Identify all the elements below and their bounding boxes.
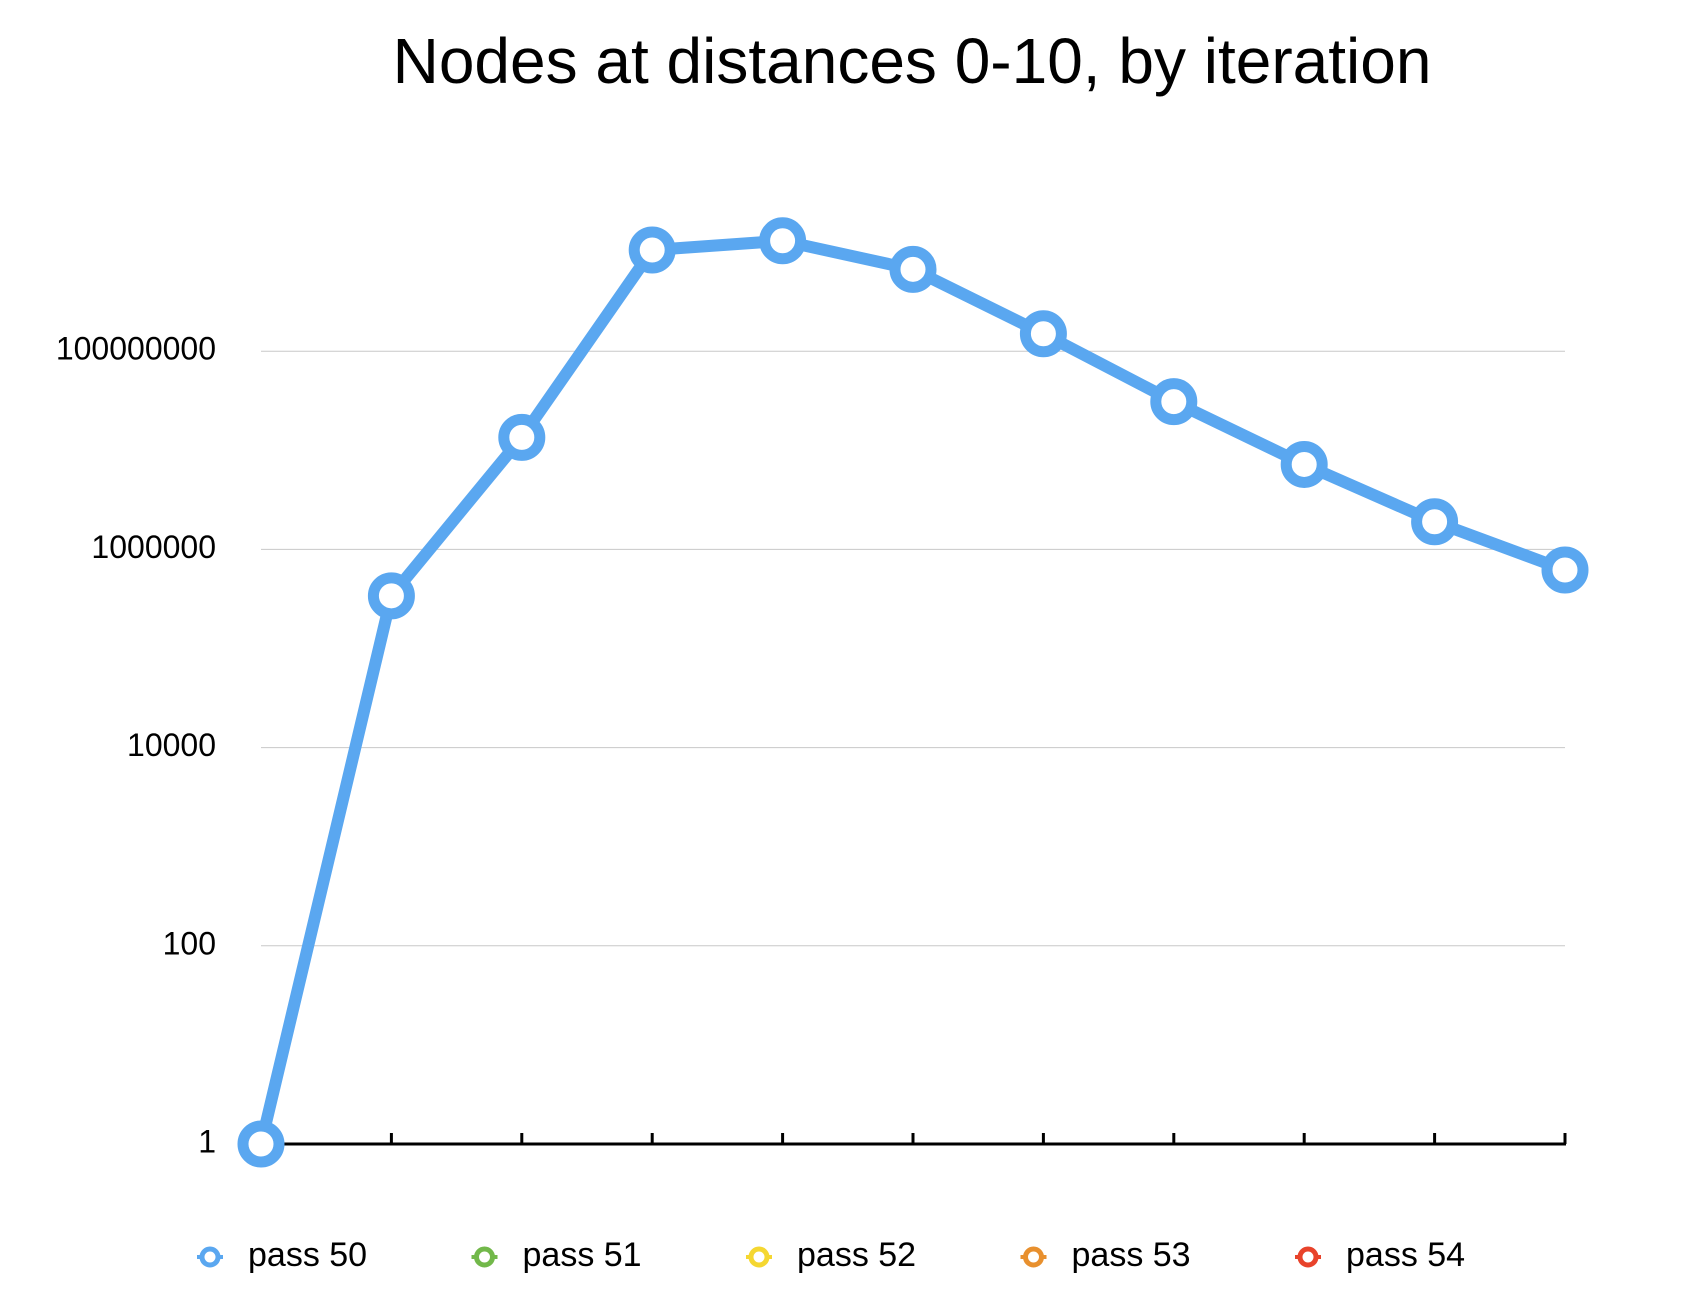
point <box>1541 546 1589 594</box>
point <box>498 413 546 461</box>
chart-title: Nodes at distances 0-10, by iteration <box>393 25 1432 97</box>
point <box>367 572 415 620</box>
y-tick-label: 1 <box>198 1123 216 1159</box>
legend-label: pass 50 <box>248 1236 367 1274</box>
legend-label: pass 51 <box>523 1236 642 1274</box>
point <box>1150 378 1198 426</box>
point <box>1411 498 1459 546</box>
point <box>1280 440 1328 488</box>
y-tick-label: 1000000 <box>91 529 216 565</box>
point <box>759 217 807 265</box>
legend-label: pass 52 <box>797 1236 916 1274</box>
point <box>237 1120 285 1168</box>
legend-label: pass 53 <box>1072 1236 1191 1274</box>
point <box>1019 310 1067 358</box>
legend-swatch <box>1023 1246 1044 1268</box>
series-line <box>255 234 1568 1146</box>
y-tick-label: 10000 <box>127 727 216 763</box>
point <box>889 245 937 293</box>
legend-swatch <box>748 1246 770 1268</box>
y-tick-label: 100000000 <box>56 331 216 367</box>
legend-swatch <box>474 1246 495 1268</box>
y-tick-label: 100 <box>163 925 216 961</box>
legend-label: pass 54 <box>1346 1236 1465 1274</box>
legend-swatch <box>199 1246 221 1268</box>
point <box>628 226 676 274</box>
legend-swatch <box>1297 1246 1319 1268</box>
